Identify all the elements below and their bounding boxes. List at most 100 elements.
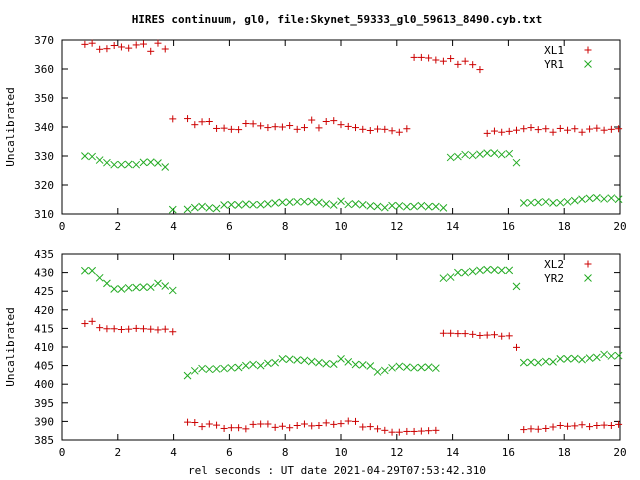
data-point xyxy=(388,127,396,135)
data-point xyxy=(417,201,426,210)
data-point xyxy=(527,358,535,367)
data-point xyxy=(578,128,586,136)
data-point xyxy=(205,117,213,125)
data-point xyxy=(468,267,477,276)
data-point xyxy=(469,330,477,338)
data-point xyxy=(490,331,498,339)
data-point xyxy=(308,422,316,430)
y-tick-label: 410 xyxy=(34,341,54,354)
data-point xyxy=(468,151,477,160)
data-point xyxy=(198,364,206,373)
data-point xyxy=(410,53,418,61)
data-point xyxy=(461,57,469,65)
data-point xyxy=(117,285,126,293)
data-point xyxy=(541,197,550,206)
data-point xyxy=(293,125,301,133)
data-point xyxy=(556,421,564,429)
data-point xyxy=(395,428,403,436)
data-point xyxy=(220,201,228,209)
x-tick-label: 0 xyxy=(59,220,66,233)
data-point xyxy=(380,203,389,212)
data-point xyxy=(373,202,382,211)
data-point xyxy=(578,355,586,364)
data-point xyxy=(374,125,382,133)
data-point xyxy=(154,279,162,288)
data-point xyxy=(256,361,265,370)
data-point xyxy=(139,158,148,167)
y-tick-label: 370 xyxy=(34,34,54,47)
data-point xyxy=(81,40,89,48)
data-point xyxy=(117,160,126,169)
data-point xyxy=(242,120,250,128)
data-point xyxy=(366,202,375,210)
y-tick-label: 420 xyxy=(34,304,54,317)
data-point xyxy=(110,160,119,169)
data-point xyxy=(534,425,542,433)
y-axis-label: Uncalibrated xyxy=(4,307,17,386)
data-point xyxy=(286,122,294,130)
data-point xyxy=(329,360,338,368)
data-point xyxy=(358,361,367,369)
data-point xyxy=(541,357,550,366)
data-point xyxy=(227,200,236,209)
data-point xyxy=(184,115,192,123)
data-point xyxy=(593,124,601,132)
data-point xyxy=(454,268,462,277)
data-point xyxy=(169,115,177,123)
x-tick-label: 16 xyxy=(502,220,515,233)
data-point xyxy=(81,320,89,328)
data-point xyxy=(249,200,257,209)
data-point xyxy=(512,282,521,291)
data-point xyxy=(607,421,615,429)
data-point xyxy=(139,40,147,48)
data-point xyxy=(454,60,462,68)
upper-plot-panel: 0 2 4 6 8 10 12 14 16 18 20 310 320 330 340 350 360 370 Un… xyxy=(4,34,627,233)
lower-plot-panel: 0 2 4 6 8 10 12 14 16 18 20 385 390 395 400 405 410 415 42… xyxy=(4,248,627,459)
data-point xyxy=(132,41,140,49)
y-tick-label: 350 xyxy=(34,92,54,105)
data-point xyxy=(103,45,111,53)
data-point xyxy=(125,325,133,333)
y-tick-label: 405 xyxy=(34,360,54,373)
data-point xyxy=(476,150,484,159)
data-point xyxy=(88,266,96,275)
legend-label: YR1 xyxy=(544,58,564,71)
data-point xyxy=(424,202,433,211)
data-point xyxy=(322,117,330,125)
data-point xyxy=(490,266,499,274)
legend-marker xyxy=(584,60,592,68)
legend-marker xyxy=(584,46,592,54)
data-point xyxy=(125,44,133,52)
data-point xyxy=(512,126,520,134)
data-point xyxy=(417,53,425,61)
data-point xyxy=(212,204,221,213)
data-point xyxy=(249,120,257,128)
data-point xyxy=(227,363,236,372)
data-point xyxy=(124,283,133,292)
data-point xyxy=(476,66,484,74)
data-point xyxy=(330,420,338,428)
data-point xyxy=(586,423,594,431)
data-point xyxy=(505,266,514,275)
data-point xyxy=(168,286,177,295)
legend-label: XL1 xyxy=(544,44,564,57)
data-point xyxy=(205,420,213,428)
x-tick-label: 12 xyxy=(390,220,403,233)
y-tick-label: 425 xyxy=(34,285,54,298)
legend-label: XL2 xyxy=(544,258,564,271)
data-point xyxy=(271,199,280,207)
data-point xyxy=(549,199,557,207)
data-point xyxy=(520,426,528,434)
data-point xyxy=(403,125,411,133)
series-yr1 xyxy=(81,149,623,214)
data-point xyxy=(578,421,586,429)
data-point xyxy=(461,330,469,338)
data-point xyxy=(556,355,565,363)
data-point xyxy=(483,331,491,339)
data-point xyxy=(344,358,353,366)
data-point xyxy=(95,156,104,164)
data-point xyxy=(161,282,170,290)
x-tick-label: 4 xyxy=(170,220,177,233)
data-point xyxy=(264,199,272,208)
